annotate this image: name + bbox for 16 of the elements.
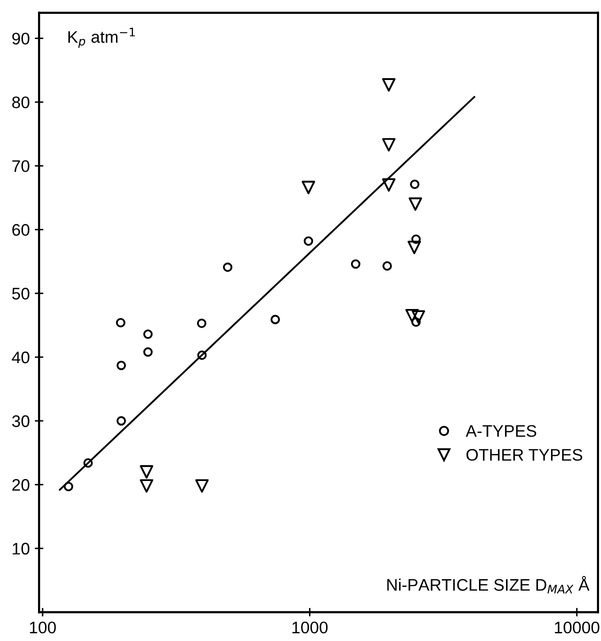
y-tick-label: 30	[12, 415, 30, 428]
y-axis-title: K$_{p}$ atm$^{−1}$	[68, 28, 135, 48]
x-tick-label: 10000	[554, 622, 600, 634]
y-tick-label: 80	[12, 96, 30, 108]
y-tick-label: 50	[12, 288, 30, 300]
y-tick-label: 60	[12, 224, 30, 236]
y-tick-label: 40	[12, 352, 30, 364]
legend-label: OTHER TYPES	[466, 448, 582, 461]
y-tick-label: 20	[12, 479, 30, 491]
y-tick-label: 10	[12, 542, 30, 555]
y-tick-label: 90	[12, 32, 30, 45]
x-axis-title: Ni-PARTICLE SIZE D$_{MAX}$ Å	[387, 576, 590, 594]
x-tick-label: 1000	[292, 622, 328, 634]
legend-label: A-TYPES	[466, 425, 536, 437]
y-tick-label: 70	[12, 160, 30, 172]
x-tick-label: 100	[30, 622, 56, 634]
